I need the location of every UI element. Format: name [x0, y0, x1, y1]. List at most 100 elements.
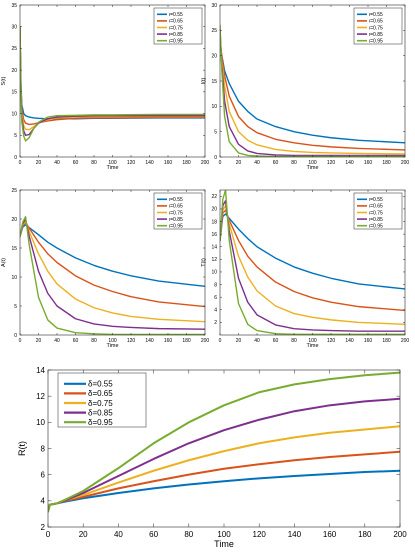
x-tick-label: 200: [201, 338, 210, 344]
legend: ι=0.55ι=0.65ι=0.75ι=0.85ι=0.95: [353, 7, 403, 44]
x-axis-label: Time: [106, 343, 118, 349]
y-tick-label: 20: [211, 53, 217, 59]
y-tick-label: 0: [14, 333, 17, 339]
y-tick-label: 14: [211, 244, 217, 250]
x-tick-label: 140: [145, 160, 154, 166]
y-tick-label: 4: [41, 497, 46, 506]
x-tick-label: 120: [327, 160, 336, 166]
x-tick-label: 140: [288, 530, 302, 539]
chart-panel-4: 0 20 40 60 80 100 120 140 160 180 200 2 4 6 8 10 12 14 16 1…: [201, 189, 409, 349]
x-tick-label: 60: [273, 338, 279, 344]
x-axis-label: Time: [306, 343, 318, 349]
y-tick-label: 20: [211, 207, 217, 213]
x-tick-label: 120: [127, 160, 136, 166]
y-tick-label: 16: [211, 232, 217, 238]
y-tick-label: 10: [211, 270, 217, 276]
series-group: [20, 26, 205, 142]
x-tick-label: 0: [19, 160, 22, 166]
y-tick-label: 30: [11, 24, 17, 30]
x-tick-label: 60: [273, 160, 279, 166]
x-tick-label: 200: [401, 160, 410, 166]
legend-label: ι=0.55: [369, 197, 383, 203]
x-tick-label: 100: [108, 160, 117, 166]
x-tick-label: 0: [219, 160, 222, 166]
x-tick-label: 40: [254, 160, 260, 166]
x-tick-label: 120: [253, 530, 267, 539]
y-tick-label: 20: [11, 217, 17, 223]
y-tick-label: 12: [36, 392, 45, 401]
x-tick-label: 120: [327, 338, 336, 344]
legend-label: ι=0.95: [169, 38, 183, 44]
x-tick-label: 40: [114, 530, 123, 539]
legend: ι=0.55ι=0.65ι=0.75ι=0.85ι=0.95: [353, 192, 403, 229]
legend-label: ι=0.85: [169, 32, 183, 38]
legend-label: ι=0.75: [169, 210, 183, 216]
x-axis-label: Time: [106, 165, 118, 171]
x-axis-label: Time: [306, 165, 318, 171]
series-line-1: [48, 469, 400, 513]
x-tick-label: 160: [364, 338, 373, 344]
x-tick-label: 20: [36, 160, 42, 166]
y-tick-label: 0: [14, 155, 17, 161]
x-tick-label: 60: [73, 160, 79, 166]
series-line-3: [220, 34, 405, 155]
x-tick-label: 160: [364, 160, 373, 166]
series-line-5: [20, 215, 205, 335]
legend-label: ι=0.75: [369, 210, 383, 216]
y-tick-label: 5: [14, 133, 17, 139]
series-line-4: [220, 29, 405, 157]
x-tick-label: 120: [127, 338, 136, 344]
legend-label: ι=0.95: [369, 38, 383, 44]
y-tick-label: 0: [214, 155, 217, 161]
series-line-1: [220, 44, 405, 144]
series-line-5: [220, 24, 405, 157]
y-tick-label: 20: [11, 68, 17, 74]
y-tick-label: 2: [41, 523, 46, 532]
x-tick-label: 100: [217, 530, 231, 539]
y-tick-label: 25: [11, 46, 17, 52]
y-tick-label: 14: [36, 366, 45, 375]
legend-label: ι=0.65: [169, 204, 183, 210]
legend-label: δ=0.55: [88, 380, 113, 389]
series-line-4: [220, 200, 405, 332]
y-tick-label: 4: [214, 308, 217, 314]
legend-label: ι=0.75: [369, 25, 383, 31]
y-tick-label: 35: [11, 3, 17, 9]
x-tick-label: 60: [73, 338, 79, 344]
x-tick-label: 80: [91, 160, 97, 166]
x-tick-label: 140: [345, 160, 354, 166]
legend: ι=0.55ι=0.65ι=0.75ι=0.85ι=0.95: [153, 192, 203, 229]
x-tick-label: 80: [184, 530, 193, 539]
y-tick-label: 30: [211, 3, 217, 9]
legend-label: ι=0.75: [169, 25, 183, 31]
x-tick-label: 160: [164, 338, 173, 344]
x-tick-label: 80: [291, 338, 297, 344]
y-tick-label: 15: [11, 246, 17, 252]
x-tick-label: 200: [201, 160, 210, 166]
x-tick-label: 100: [108, 338, 117, 344]
legend: ι=0.55ι=0.65ι=0.75ι=0.85ι=0.95: [153, 7, 203, 44]
x-tick-label: 0: [219, 338, 222, 344]
legend-label: ι=0.55: [169, 12, 183, 18]
y-tick-label: 10: [211, 104, 217, 110]
x-tick-label: 40: [254, 338, 260, 344]
chart-panel-1: 0 20 40 60 80 100 120 140 160 180 200 0 5 10 15 20 25 30 3…: [1, 3, 209, 171]
x-axis-label: Time: [214, 539, 234, 549]
series-line-2: [220, 39, 405, 151]
legend-label: ι=0.55: [369, 12, 383, 18]
legend-label: ι=0.95: [169, 223, 183, 229]
x-tick-label: 160: [323, 530, 337, 539]
y-tick-label: 12: [211, 257, 217, 263]
series-group: [220, 24, 405, 157]
y-axis-label: R(t): [17, 441, 27, 456]
y-tick-label: 5: [214, 129, 217, 135]
y-tick-label: 10: [11, 111, 17, 117]
chart-panel-5: 0 20 40 60 80 100 120 140 160 180 200 2 4 6 8 10 12 14 Tim…: [17, 366, 407, 549]
legend-label: ι=0.85: [369, 32, 383, 38]
legend-label: ι=0.65: [369, 204, 383, 210]
x-tick-label: 0: [46, 530, 51, 539]
series-line-1: [20, 224, 205, 287]
x-tick-label: 80: [291, 160, 297, 166]
